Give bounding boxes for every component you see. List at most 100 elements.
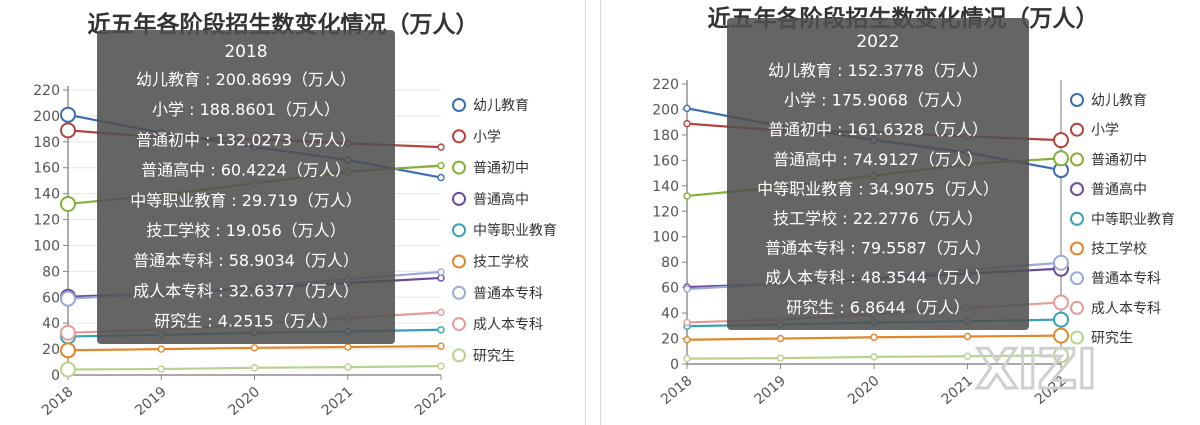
legend-label[interactable]: 幼儿教育 (1091, 93, 1147, 109)
data-point[interactable] (437, 342, 445, 350)
data-point[interactable] (437, 326, 445, 334)
legend-label[interactable]: 研究生 (1091, 331, 1133, 347)
y-tick-label: 200 (652, 102, 679, 118)
y-tick-label: 60 (42, 290, 60, 306)
data-point[interactable] (1053, 327, 1069, 344)
data-point[interactable] (870, 333, 878, 341)
y-tick-label: 100 (652, 230, 679, 246)
data-point[interactable] (683, 285, 691, 293)
legend-marker[interactable] (452, 129, 466, 144)
data-point[interactable] (1053, 347, 1069, 364)
legend-label[interactable]: 小学 (1091, 123, 1119, 139)
legend-marker[interactable] (452, 191, 466, 206)
chart-panel-left: 近五年各阶段招生数变化情况（万人） 0 20 40 60 80 100 120 140 160 18… (0, 0, 586, 425)
legend-marker[interactable] (452, 317, 466, 332)
tooltip-year: 2018 (224, 42, 267, 62)
data-point[interactable] (60, 122, 76, 139)
legend-label[interactable]: 中等职业教育 (1091, 211, 1175, 228)
legend-label[interactable]: 普通本专科 (1091, 271, 1161, 287)
legend-marker[interactable] (1070, 122, 1084, 137)
data-point[interactable] (683, 104, 691, 113)
legend-marker[interactable] (1070, 271, 1084, 286)
data-point[interactable] (1053, 254, 1069, 271)
y-tick-label: 140 (652, 179, 679, 195)
legend-marker[interactable] (1070, 211, 1084, 226)
data-point[interactable] (683, 354, 691, 363)
legend-marker[interactable] (452, 223, 466, 238)
legend-marker[interactable] (1070, 93, 1084, 107)
data-point[interactable] (683, 336, 691, 344)
data-point[interactable] (437, 274, 445, 282)
legend-label[interactable]: 普通高中 (473, 191, 529, 208)
tooltip-row: 普通高中 : 74.9127（万人） (773, 150, 983, 169)
legend-marker[interactable] (1070, 300, 1084, 315)
data-point[interactable] (683, 192, 691, 200)
data-point[interactable] (683, 119, 691, 128)
data-point[interactable] (1053, 294, 1069, 311)
x-tick-label: 2020 (845, 373, 883, 408)
legend-label[interactable]: 幼儿教育 (473, 98, 529, 114)
legend-label[interactable]: 中等职业教育 (473, 222, 557, 239)
data-point[interactable] (1053, 311, 1069, 328)
data-point[interactable] (344, 363, 352, 371)
data-point[interactable] (60, 106, 76, 123)
data-point[interactable] (437, 161, 445, 170)
y-tick-label: 40 (42, 316, 60, 332)
tooltip-row: 普通本专科 : 79.5587（万人） (765, 239, 991, 258)
data-point[interactable] (1053, 150, 1069, 167)
tooltip-row: 中等职业教育 : 29.719（万人） (130, 191, 362, 210)
legend-label[interactable]: 普通初中 (1091, 151, 1147, 168)
legend-marker[interactable] (452, 160, 466, 175)
legend-marker[interactable] (1070, 152, 1084, 167)
data-point[interactable] (157, 365, 165, 373)
data-point[interactable] (250, 344, 259, 352)
data-point[interactable] (344, 343, 352, 351)
data-point[interactable] (60, 195, 76, 212)
legend-label[interactable]: 普通本专科 (473, 286, 543, 302)
data-point[interactable] (157, 345, 165, 353)
data-point[interactable] (437, 143, 445, 151)
data-point[interactable] (870, 353, 878, 361)
x-tick-label: 2021 (938, 373, 976, 408)
data-point[interactable] (60, 361, 76, 378)
data-point[interactable] (60, 342, 76, 359)
legend-marker[interactable] (452, 285, 466, 300)
legend-marker[interactable] (1070, 330, 1084, 345)
y-tick-label: 60 (661, 281, 679, 297)
data-point[interactable] (776, 354, 785, 362)
legend-marker[interactable] (452, 98, 466, 112)
tooltip-row: 普通高中 : 60.4224（万人） (141, 161, 351, 180)
legend-label[interactable]: 小学 (473, 129, 501, 145)
x-tick-label: 2021 (319, 384, 357, 419)
tooltip-row: 研究生 : 6.8644（万人） (786, 298, 970, 317)
legend-marker[interactable] (1070, 241, 1084, 256)
x-tick-label: 2022 (412, 384, 450, 419)
data-point[interactable] (963, 332, 972, 341)
data-point[interactable] (963, 352, 972, 360)
legend-label[interactable]: 成人本专科 (473, 317, 543, 333)
legend-label[interactable]: 研究生 (473, 348, 515, 364)
legend-label[interactable]: 技工学校 (473, 254, 529, 271)
data-point[interactable] (683, 318, 691, 327)
tooltip: 2022 幼儿教育 : 152.3778（万人） 小学 : 175.9068（万人）… (727, 18, 1029, 330)
data-point[interactable] (60, 290, 76, 307)
legend-marker[interactable] (452, 254, 466, 269)
tooltip-row: 成人本专科 : 32.6377（万人） (133, 281, 359, 300)
y-tick-label: 220 (33, 83, 60, 99)
tooltip-background (727, 18, 1029, 330)
y-tick-label: 180 (33, 135, 60, 151)
legend-marker[interactable] (452, 348, 466, 363)
legend-label[interactable]: 普通高中 (1091, 181, 1147, 198)
data-point[interactable] (250, 364, 259, 372)
data-point[interactable] (60, 324, 76, 341)
legend-label[interactable]: 普通初中 (473, 160, 529, 177)
data-point[interactable] (437, 268, 445, 276)
legend-marker[interactable] (1070, 182, 1084, 197)
legend-label[interactable]: 成人本专科 (1091, 301, 1161, 317)
data-point[interactable] (1053, 132, 1069, 149)
data-point[interactable] (437, 308, 445, 317)
legend-label[interactable]: 技工学校 (1091, 241, 1147, 258)
data-point[interactable] (776, 334, 785, 343)
data-point[interactable] (437, 362, 445, 370)
data-point[interactable] (437, 173, 445, 182)
